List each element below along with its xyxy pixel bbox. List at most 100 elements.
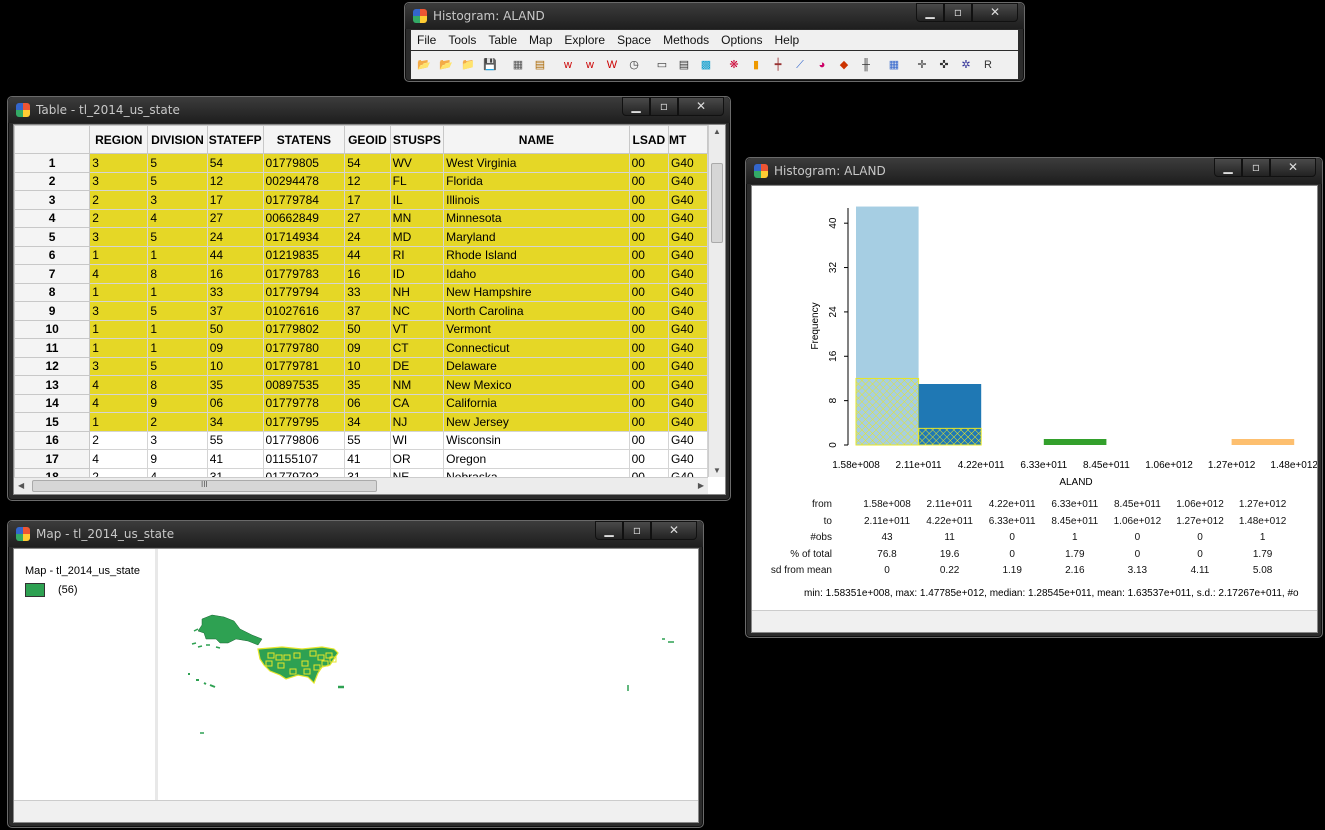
folder-icon[interactable]: 📁 — [461, 59, 475, 71]
row-number[interactable]: 14 — [14, 393, 91, 413]
table-row[interactable]: 6 1 1 44 01219835 44 RI Rhode Island 00 G40 — [14, 245, 708, 265]
table-cell[interactable]: 31 — [206, 467, 264, 477]
table-cell[interactable]: 9 — [147, 393, 208, 413]
table-cell[interactable]: NC — [389, 301, 445, 321]
table-cell[interactable]: 06 — [344, 393, 391, 413]
table-cell[interactable]: 9 — [147, 449, 208, 469]
table-cell[interactable]: FL — [389, 171, 445, 191]
table-row[interactable]: 9 3 5 37 01027616 37 NC North Carolina 00 G40 — [14, 301, 708, 321]
table-cell[interactable]: 24 — [344, 227, 391, 247]
table-cell[interactable]: G40 — [668, 393, 708, 413]
row-number[interactable]: 12 — [14, 356, 91, 376]
table-cell[interactable]: 54 — [344, 153, 391, 173]
table-cell[interactable]: 09 — [344, 338, 391, 358]
maximize-button[interactable]: ▫ — [944, 3, 972, 22]
table-cell[interactable]: 00662849 — [262, 208, 346, 228]
table-cell[interactable]: 10 — [344, 356, 391, 376]
titlebar[interactable]: Histogram: ALAND ▁ ▫ ✕ — [746, 158, 1322, 184]
table-cell[interactable]: 00 — [628, 375, 670, 395]
selected-state[interactable] — [283, 654, 291, 661]
table-cell[interactable]: G40 — [668, 301, 708, 321]
column-header-statens[interactable]: STATENS — [262, 125, 346, 154]
table-cell[interactable]: 09 — [206, 338, 264, 358]
table-cell[interactable]: North Carolina — [443, 301, 630, 321]
table-cell[interactable]: 17 — [206, 190, 264, 210]
table-cell[interactable]: 1 — [147, 282, 208, 302]
table-cell[interactable]: 5 — [147, 301, 208, 321]
table-cell[interactable]: G40 — [668, 430, 708, 450]
titlebar[interactable]: Table - tl_2014_us_state ▁ ▫ ✕ — [8, 97, 730, 123]
table-cell[interactable]: New Mexico — [443, 375, 630, 395]
horizontal-scroll-thumb[interactable]: III — [32, 480, 377, 492]
column-header-geoid[interactable]: GEOID — [344, 125, 391, 154]
table-cell[interactable]: 00 — [628, 430, 670, 450]
table-cell[interactable]: 17 — [344, 190, 391, 210]
table-cell[interactable]: 55 — [344, 430, 391, 450]
table-cell[interactable]: 2 — [89, 190, 149, 210]
table-cell[interactable]: 41 — [344, 449, 391, 469]
table-cell[interactable]: 8 — [147, 375, 208, 395]
selected-state[interactable] — [265, 660, 273, 667]
table-cell[interactable]: 00 — [628, 282, 670, 302]
table-cell[interactable]: 00 — [628, 338, 670, 358]
menu-explore[interactable]: Explore — [564, 33, 606, 47]
histogram-icon[interactable]: ▮ — [752, 59, 760, 71]
table-cell[interactable]: Vermont — [443, 319, 630, 339]
weights-create-icon[interactable]: w — [586, 59, 594, 71]
table-cell[interactable]: 4 — [89, 264, 149, 284]
table-cell[interactable]: 31 — [344, 467, 391, 477]
map-icon[interactable]: ▩ — [700, 59, 712, 71]
table-cell[interactable]: 5 — [147, 171, 208, 191]
table-row[interactable]: 12 3 5 10 01779781 10 DE Delaware 00 G40 — [14, 356, 708, 376]
table-cell[interactable]: 01779806 — [262, 430, 346, 450]
table-cell[interactable]: 2 — [89, 467, 149, 477]
table-cell[interactable]: 00897535 — [262, 375, 346, 395]
table-cell[interactable]: 1 — [147, 338, 208, 358]
table-cell[interactable]: 00 — [628, 264, 670, 284]
legend-swatch[interactable] — [25, 583, 45, 597]
table-cell[interactable]: 01779784 — [262, 190, 346, 210]
row-number[interactable]: 16 — [14, 430, 91, 450]
row-number[interactable]: 1 — [14, 153, 91, 173]
table-cell[interactable]: 4 — [89, 449, 149, 469]
table-cell[interactable]: 27 — [206, 208, 264, 228]
table-cell[interactable]: 1 — [89, 338, 149, 358]
state-alaska[interactable] — [197, 614, 263, 646]
table-cell[interactable]: 27 — [344, 208, 391, 228]
table-row[interactable]: 3 2 3 17 01779784 17 IL Illinois 00 G40 — [14, 190, 708, 210]
table-cell[interactable]: 00 — [628, 245, 670, 265]
selected-state[interactable] — [313, 664, 321, 671]
table-cell[interactable]: G40 — [668, 282, 708, 302]
table-cell[interactable]: RI — [389, 245, 445, 265]
table-cell[interactable]: DE — [389, 356, 445, 376]
minimize-button[interactable]: ▁ — [622, 97, 650, 116]
table-cell[interactable]: 00 — [628, 171, 670, 191]
table-cell[interactable]: CA — [389, 393, 445, 413]
menu-help[interactable]: Help — [774, 33, 800, 47]
selected-state[interactable] — [309, 650, 317, 657]
table-cell[interactable]: Oregon — [443, 449, 630, 469]
titlebar[interactable]: Histogram: ALAND ▁ ▫ ✕ — [405, 3, 1024, 29]
clapper-icon[interactable]: ▭ — [656, 59, 668, 71]
table-cell[interactable]: West Virginia — [443, 153, 630, 173]
table-cell[interactable]: ID — [389, 264, 445, 284]
scroll-down-icon[interactable]: ▼ — [713, 466, 721, 475]
table-cell[interactable]: NM — [389, 375, 445, 395]
vertical-scroll-thumb[interactable] — [711, 163, 723, 243]
minimize-button[interactable]: ▁ — [916, 3, 944, 22]
table-cell[interactable]: G40 — [668, 245, 708, 265]
table-cell[interactable]: 01779805 — [262, 153, 346, 173]
table-cell[interactable]: 5 — [147, 227, 208, 247]
table-cell[interactable]: 00 — [628, 356, 670, 376]
table-cell[interactable]: 37 — [206, 301, 264, 321]
table-row[interactable]: 17 4 9 41 01155107 41 OR Oregon 00 G40 — [14, 449, 708, 469]
table-cell[interactable]: 00 — [628, 449, 670, 469]
weights-manage-icon[interactable]: W — [606, 59, 618, 71]
table-cell[interactable]: G40 — [668, 227, 708, 247]
table-cell[interactable]: 3 — [89, 227, 149, 247]
row-number[interactable]: 8 — [14, 282, 91, 302]
table-row[interactable]: 7 4 8 16 01779783 16 ID Idaho 00 G40 — [14, 264, 708, 284]
table-cell[interactable]: G40 — [668, 153, 708, 173]
vertical-scrollbar[interactable]: ▲ ▼ — [708, 125, 725, 477]
selected-state[interactable] — [303, 668, 311, 675]
